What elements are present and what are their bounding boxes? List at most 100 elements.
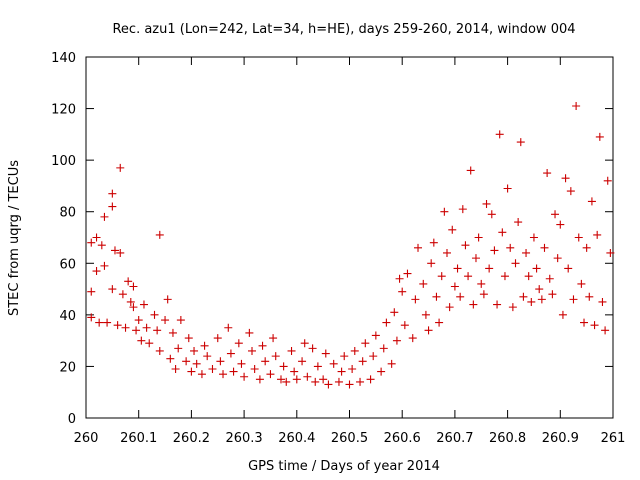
data-point xyxy=(582,243,591,252)
data-point xyxy=(279,362,288,371)
data-point xyxy=(390,308,399,317)
data-point xyxy=(92,267,101,276)
y-tick-label: 120 xyxy=(51,103,76,118)
data-point xyxy=(508,303,517,312)
data-point xyxy=(558,310,567,319)
y-tick-label: 0 xyxy=(68,412,76,427)
data-point xyxy=(572,101,581,110)
data-point xyxy=(603,176,612,185)
data-point xyxy=(187,367,196,376)
x-tick-label: 260.2 xyxy=(173,431,210,446)
data-point xyxy=(250,365,259,374)
x-axis-label: GPS time / Days of year 2014 xyxy=(248,459,440,474)
data-point xyxy=(168,328,177,337)
data-point xyxy=(442,248,451,257)
data-point xyxy=(171,365,180,374)
data-point xyxy=(87,287,96,296)
data-point xyxy=(240,372,249,381)
y-tick-label: 140 xyxy=(51,51,76,66)
data-point xyxy=(126,297,135,306)
data-point xyxy=(129,282,138,291)
data-point xyxy=(100,261,109,270)
data-point xyxy=(134,316,143,325)
data-point xyxy=(287,346,296,355)
data-point xyxy=(493,300,502,309)
data-point xyxy=(337,367,346,376)
data-point xyxy=(182,357,191,366)
data-point xyxy=(474,233,483,242)
data-point xyxy=(529,233,538,242)
data-point xyxy=(471,254,480,263)
data-point xyxy=(155,346,164,355)
data-point xyxy=(537,295,546,304)
data-point xyxy=(498,228,507,237)
data-point xyxy=(561,174,570,183)
data-point xyxy=(540,243,549,252)
data-point xyxy=(419,279,428,288)
data-point xyxy=(440,207,449,216)
data-point xyxy=(535,285,544,294)
y-tick-label: 100 xyxy=(51,154,76,169)
data-point xyxy=(203,352,212,361)
data-point xyxy=(427,259,436,268)
data-point xyxy=(142,323,151,332)
data-point xyxy=(200,341,209,350)
data-point xyxy=(400,321,409,330)
data-point xyxy=(408,334,417,343)
data-point xyxy=(361,339,370,348)
data-point xyxy=(124,277,133,286)
data-point xyxy=(522,248,531,257)
data-point xyxy=(97,241,106,250)
data-point xyxy=(598,297,607,306)
data-point xyxy=(421,310,430,319)
data-point xyxy=(564,264,573,273)
data-point xyxy=(116,248,125,257)
data-point xyxy=(226,349,235,358)
data-point xyxy=(398,287,407,296)
data-point xyxy=(593,230,602,239)
data-point xyxy=(464,272,473,281)
data-point xyxy=(311,377,320,386)
data-point xyxy=(300,339,309,348)
x-tick-label: 260.5 xyxy=(331,431,368,446)
data-point xyxy=(269,334,278,343)
data-point xyxy=(303,372,312,381)
data-point xyxy=(208,365,217,374)
x-tick-label: 260.8 xyxy=(489,431,526,446)
data-point xyxy=(139,300,148,309)
y-axis-label: STEC from uqrg / TECUs xyxy=(7,160,22,316)
data-point xyxy=(551,210,560,219)
data-point xyxy=(411,295,420,304)
data-point xyxy=(192,359,201,368)
data-point xyxy=(248,346,257,355)
data-point xyxy=(266,370,275,379)
data-point xyxy=(155,230,164,239)
x-tick-label: 260.1 xyxy=(120,431,157,446)
data-point xyxy=(585,292,594,301)
x-tick-label: 260 xyxy=(74,431,99,446)
data-point xyxy=(292,375,301,384)
x-tick-label: 260.9 xyxy=(542,431,579,446)
data-point xyxy=(137,336,146,345)
data-point xyxy=(371,331,380,340)
data-point xyxy=(184,334,193,343)
data-point xyxy=(150,310,159,319)
data-point xyxy=(174,344,183,353)
data-point xyxy=(595,132,604,141)
x-tick-label: 260.4 xyxy=(278,431,315,446)
data-point xyxy=(379,344,388,353)
data-point xyxy=(255,375,264,384)
data-point xyxy=(87,238,96,247)
data-point xyxy=(290,367,299,376)
data-point xyxy=(580,318,589,327)
data-point xyxy=(450,282,459,291)
data-point xyxy=(403,269,412,278)
data-point xyxy=(308,344,317,353)
data-point xyxy=(153,326,162,335)
data-point xyxy=(261,357,270,366)
data-point xyxy=(511,259,520,268)
data-point xyxy=(245,328,254,337)
data-point xyxy=(500,272,509,281)
data-point xyxy=(461,241,470,250)
data-point xyxy=(356,377,365,386)
